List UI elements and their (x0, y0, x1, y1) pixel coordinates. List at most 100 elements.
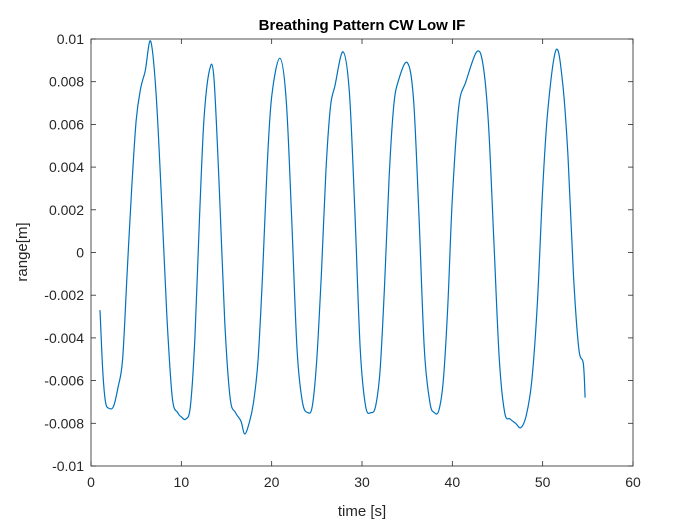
data-point (102, 369, 103, 370)
data-point (443, 380, 444, 381)
data-point (585, 397, 586, 398)
x-tick-label: 20 (264, 474, 280, 490)
data-point (504, 412, 505, 413)
data-point (360, 348, 361, 349)
data-point (113, 406, 114, 407)
data-point (213, 77, 214, 78)
x-tick-label: 40 (445, 474, 461, 490)
y-tick-label: 0.008 (49, 74, 84, 90)
data-point (482, 64, 483, 65)
data-point (190, 406, 191, 407)
data-point (398, 81, 399, 82)
data-point (556, 49, 557, 50)
data-point (520, 427, 521, 428)
data-point (209, 70, 210, 71)
data-point (389, 177, 390, 178)
data-point (375, 406, 376, 407)
y-tick-label: 0.004 (49, 159, 84, 175)
plot-area (91, 39, 633, 466)
x-axis-label: time [s] (338, 503, 386, 520)
data-point (199, 220, 200, 221)
data-point (194, 337, 195, 338)
y-tick-label: -0.01 (52, 458, 84, 474)
data-point (203, 120, 204, 121)
data-point (424, 348, 425, 349)
data-point (99, 310, 100, 311)
y-tick-label: 0.01 (57, 31, 84, 47)
y-tick-label: -0.006 (44, 373, 84, 389)
data-point (567, 156, 568, 157)
data-point (380, 369, 381, 370)
data-point (413, 98, 414, 99)
data-point (249, 423, 250, 424)
data-point (316, 359, 317, 360)
data-point (230, 397, 231, 398)
data-point (267, 167, 268, 168)
data-point (407, 62, 408, 63)
data-point (161, 199, 162, 200)
y-tick-label: 0.002 (49, 202, 84, 218)
y-tick-label: 0.006 (49, 116, 84, 132)
x-tick-label: 50 (535, 474, 551, 490)
data-point (109, 408, 110, 409)
data-point (384, 284, 385, 285)
data-point (258, 359, 259, 360)
data-point (515, 423, 516, 424)
data-point (342, 51, 343, 52)
x-axis: 0 10 20 30 40 50 60 (87, 39, 641, 490)
data-point (325, 171, 326, 172)
data-point (219, 188, 220, 189)
data-point (349, 92, 350, 93)
data-point (438, 410, 439, 411)
data-point (307, 412, 308, 413)
data-point (493, 241, 494, 242)
data-point (262, 273, 263, 274)
data-point (488, 124, 489, 125)
data-point (434, 412, 435, 413)
chart-title: Breathing Pattern CW Low IF (259, 17, 466, 34)
data-point (531, 380, 532, 381)
series-line-range (99, 40, 586, 435)
y-tick-label: -0.004 (44, 330, 84, 346)
data-point (393, 107, 394, 108)
x-tick-label: 30 (354, 474, 370, 490)
data-point (131, 188, 132, 189)
data-point (365, 406, 366, 407)
data-point (476, 51, 477, 52)
data-point (542, 188, 543, 189)
x-tick-label: 0 (87, 474, 95, 490)
data-point (127, 273, 128, 274)
data-point (330, 107, 331, 108)
data-point (136, 120, 137, 121)
x-tick-label: 60 (625, 474, 641, 490)
y-tick-label: -0.002 (44, 287, 84, 303)
data-point (312, 406, 313, 407)
data-point (548, 107, 549, 108)
data-point (181, 416, 182, 417)
data-point (145, 70, 146, 71)
data-point (573, 273, 574, 274)
data-point (354, 209, 355, 210)
data-point (122, 359, 123, 360)
data-point (562, 81, 563, 82)
data-point (418, 214, 419, 215)
data-point (244, 433, 245, 434)
data-point (499, 359, 500, 360)
data-point (155, 92, 156, 93)
x-tick-label: 10 (174, 474, 190, 490)
data-point (334, 85, 335, 86)
data-point (302, 401, 303, 402)
data-point (166, 316, 167, 317)
data-point (177, 412, 178, 413)
data-point (172, 397, 173, 398)
y-axis: -0.01 -0.008 -0.006 -0.004 -0.002 0 0.002 0.004… (44, 31, 633, 474)
data-point (224, 320, 225, 321)
plot-frame (90, 38, 634, 467)
data-point (286, 98, 287, 99)
data-point (458, 107, 459, 108)
data-point (465, 81, 466, 82)
data-point (296, 348, 297, 349)
data-point (140, 88, 141, 89)
